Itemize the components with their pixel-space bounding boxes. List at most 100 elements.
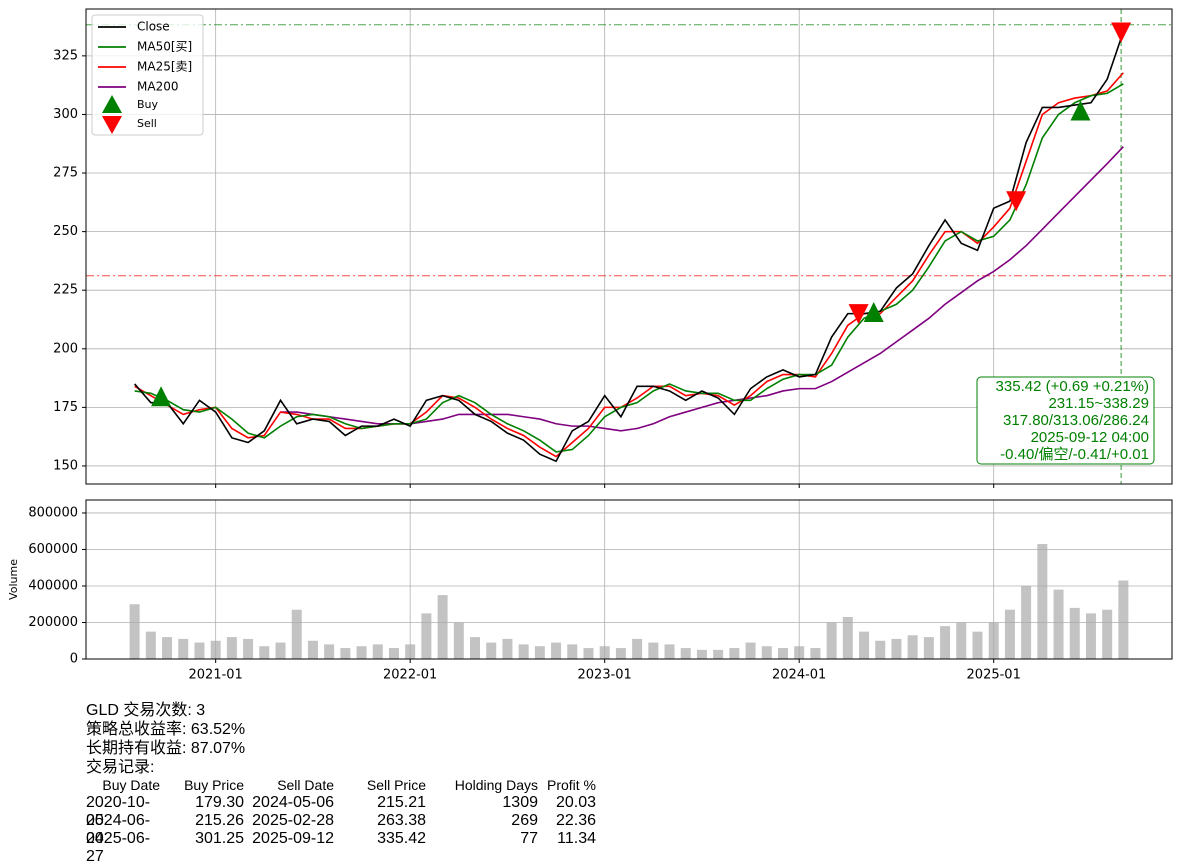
volume-bar <box>534 646 545 659</box>
x-tick-label: 2022-01 <box>383 668 437 683</box>
volume-bar <box>696 649 707 659</box>
volume-bar <box>372 644 383 659</box>
table-cell: 22.36 <box>555 812 596 829</box>
legend-label: MA50[买] <box>137 40 192 54</box>
info-text: 335.42 (+0.69 +0.21%) <box>996 378 1149 395</box>
volume-bar <box>761 646 772 659</box>
table-cell: 2024-06-04 <box>86 812 151 847</box>
column-header: Sell Date <box>277 777 334 793</box>
trade-summary: GLD 交易次数: 3 策略总收益率: 63.52% 长期持有收益: 87.07% 交… <box>86 701 596 865</box>
chart: 150 175 200 225 250 275 300 325 Close MA50[买] MA25… <box>7 8 1173 683</box>
volume-bar <box>859 631 870 659</box>
legend-swatch <box>102 116 122 134</box>
volume-bar <box>1069 607 1080 659</box>
volume-bar <box>470 637 481 659</box>
y-tick-label: 800000 <box>28 505 78 520</box>
volume-bar <box>162 637 173 659</box>
column-header: Profit % <box>546 777 596 793</box>
table-cell: 179.30 <box>195 794 244 811</box>
y-tick-label: 225 <box>53 283 78 298</box>
legend-label: MA25[卖] <box>137 60 192 74</box>
volume-bar <box>307 640 318 659</box>
volume-bar <box>502 638 513 659</box>
column-header: Buy Date <box>102 777 160 793</box>
volume-bar <box>243 638 254 659</box>
volume-bar <box>988 622 999 659</box>
table-cell: 2025-06-27 <box>86 830 151 865</box>
volume-bar <box>453 622 464 659</box>
volume-bar <box>291 609 302 659</box>
info-text: 317.80/313.06/286.24 <box>1003 412 1149 429</box>
table-cell: 301.25 <box>195 830 244 847</box>
volume-bar <box>826 622 837 659</box>
table-row: 2025-06-27 301.25 2025-09-12 335.42 77 11.34 <box>86 830 596 865</box>
volume-bar <box>1021 585 1032 659</box>
y-tick-label: 300 <box>53 107 78 122</box>
x-tick-label: 2024-01 <box>772 668 826 683</box>
volume-bar <box>340 648 351 659</box>
table-cell: 1309 <box>502 794 538 811</box>
volume-bar <box>664 644 675 659</box>
table-cell: 2025-09-12 <box>252 830 334 847</box>
y-axis-label: Volume <box>7 559 20 600</box>
y-tick-label: 200 <box>53 341 78 356</box>
volume-bar <box>1102 609 1113 659</box>
x-tick-label: 2023-01 <box>578 668 632 683</box>
volume-bar <box>567 644 578 659</box>
volume-bar <box>1085 613 1096 659</box>
volume-bar <box>615 648 626 659</box>
volume-bar <box>745 642 756 659</box>
table-cell: 11.34 <box>557 830 596 847</box>
column-header: Sell Price <box>366 777 426 793</box>
volume-bar <box>940 626 951 659</box>
y-tick-label: 150 <box>53 458 78 473</box>
table-cell: 215.21 <box>377 794 426 811</box>
buy-marker <box>1070 100 1091 121</box>
volume-bar <box>324 644 335 659</box>
y-tick-label: 275 <box>53 166 78 181</box>
volume-bar <box>194 642 205 659</box>
table-row: 2024-06-04 215.26 2025-02-28 263.38 269 22.36 <box>86 812 596 847</box>
table-cell: 77 <box>520 830 538 847</box>
y-tick-label: 400000 <box>28 578 78 593</box>
y-tick-label: 0 <box>70 652 78 667</box>
volume-bar <box>956 622 967 659</box>
price-line <box>134 83 1124 453</box>
volume-bar <box>178 638 189 659</box>
volume-bar <box>583 648 594 659</box>
info-text: -0.40/偏空/-0.41/+0.01 <box>1000 446 1149 463</box>
table-cell: 2025-02-28 <box>252 812 334 829</box>
summary-line: GLD 交易次数: 3 <box>86 702 206 719</box>
volume-bar <box>907 635 918 659</box>
volume-bar <box>210 640 221 659</box>
table-cell: 335.42 <box>377 830 426 847</box>
info-text: 231.15~338.29 <box>1048 395 1149 412</box>
legend-box <box>91 14 204 136</box>
volume-bar <box>777 648 788 659</box>
price-line <box>134 31 1125 463</box>
summary-line: 长期持有收益: 87.07% <box>86 740 246 757</box>
summary-line: 策略总收益率: 63.52% <box>86 721 246 738</box>
table-header: Buy Date Buy Price Sell Date Sell Price Hold… <box>86 777 596 794</box>
table-cell: 20.03 <box>555 794 596 811</box>
volume-bar <box>972 631 983 659</box>
table-cell: 215.26 <box>195 812 244 829</box>
price-line <box>280 146 1124 432</box>
sell-marker <box>1006 191 1027 212</box>
volume-bar <box>794 646 805 659</box>
volume-bar <box>518 644 529 659</box>
table-row: 2020-10-05 179.30 2024-05-06 215.21 1309 20.0… <box>86 794 596 829</box>
volume-bar <box>388 648 399 659</box>
legend-label: Sell <box>137 117 157 130</box>
plot-frame <box>85 8 1173 485</box>
volume-bar <box>1118 580 1129 659</box>
volume-bar <box>145 631 156 659</box>
x-tick-label: 2025-01 <box>967 668 1021 683</box>
legend-label: MA200 <box>137 80 178 94</box>
volume-bar <box>356 646 367 659</box>
volume-bar <box>632 638 643 659</box>
volume-bar <box>810 648 821 659</box>
column-header: Buy Price <box>184 777 244 793</box>
volume-bar <box>648 642 659 659</box>
